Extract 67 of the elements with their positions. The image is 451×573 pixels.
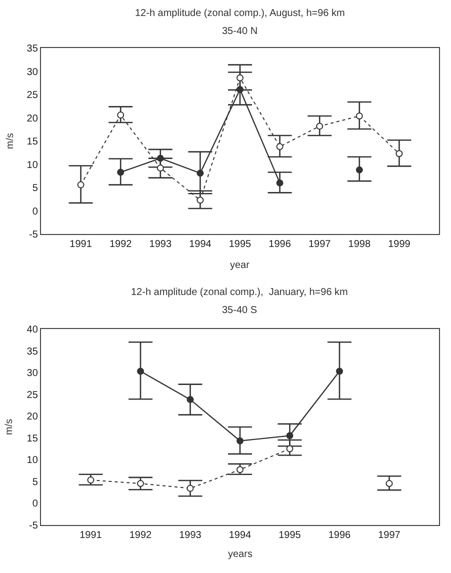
point bbox=[276, 143, 284, 150]
point bbox=[77, 181, 84, 188]
point bbox=[356, 112, 363, 120]
x-tick-label: 1996 bbox=[268, 239, 292, 250]
point bbox=[156, 164, 164, 172]
point bbox=[276, 179, 284, 186]
y-tick-label: -5 bbox=[28, 520, 38, 532]
x-tick-label: 1992 bbox=[129, 530, 152, 541]
y-tick-label: 15 bbox=[26, 433, 38, 444]
x-tick-label: 1999 bbox=[388, 239, 411, 250]
x-tick-label: 1994 bbox=[228, 530, 252, 541]
point bbox=[137, 368, 144, 375]
y-tick-label: 5 bbox=[32, 183, 38, 194]
point bbox=[236, 74, 244, 82]
point bbox=[87, 476, 94, 484]
chart-title: 12-h amplitude (zonal comp.), January, h=96 km bbox=[131, 287, 348, 298]
point bbox=[236, 466, 244, 474]
y-tick-label: 30 bbox=[26, 368, 38, 380]
y-tick-label: 5 bbox=[32, 476, 38, 488]
y-tick-label: 40 bbox=[26, 324, 38, 336]
y-tick-label: 30 bbox=[26, 66, 38, 78]
x-tick-label: 1995 bbox=[278, 530, 302, 541]
x-tick-label: 1996 bbox=[328, 530, 352, 541]
x-tick-label: 1991 bbox=[70, 239, 92, 250]
y-tick-label: 25 bbox=[26, 390, 38, 401]
y-tick-label: -5 bbox=[28, 230, 38, 241]
x-tick-label: 1998 bbox=[348, 239, 371, 250]
point bbox=[356, 166, 363, 174]
x-tick-label: 1997 bbox=[308, 239, 332, 250]
x-tick-label: 1992 bbox=[109, 239, 132, 250]
y-tick-label: 10 bbox=[26, 455, 38, 466]
x-tick-label: 1991 bbox=[80, 530, 102, 541]
y-tick-label: 35 bbox=[26, 346, 38, 358]
x-tick-label: 1993 bbox=[179, 530, 202, 541]
y-tick-label: 0 bbox=[32, 498, 38, 510]
point bbox=[336, 368, 343, 375]
x-tick-label: 1993 bbox=[149, 239, 172, 250]
x-tick-label: 1994 bbox=[189, 239, 212, 250]
chart-subtitle: 35-40 S bbox=[222, 305, 258, 316]
y-tick-label: 35 bbox=[26, 44, 38, 55]
x-tick-label: 1995 bbox=[228, 239, 252, 250]
y-tick-label: 20 bbox=[26, 412, 38, 423]
point bbox=[396, 150, 403, 158]
y-tick-label: 20 bbox=[26, 113, 38, 124]
y-tick-label: 10 bbox=[26, 160, 38, 171]
point bbox=[386, 480, 393, 488]
x-axis-title: years bbox=[228, 549, 252, 560]
point bbox=[117, 168, 124, 176]
point bbox=[286, 445, 294, 452]
point bbox=[186, 484, 194, 492]
point bbox=[196, 196, 204, 204]
point bbox=[286, 432, 294, 440]
chart-title: 12-h amplitude (zonal comp.), August, h=96 km bbox=[135, 8, 345, 19]
y-tick-label: 25 bbox=[26, 90, 38, 102]
y-tick-label: 15 bbox=[26, 136, 38, 148]
point bbox=[196, 170, 204, 177]
x-tick-label: 1997 bbox=[378, 530, 401, 541]
point bbox=[316, 122, 324, 130]
chart-subtitle: 35-40 N bbox=[222, 26, 258, 37]
point bbox=[137, 480, 144, 488]
point bbox=[117, 112, 124, 119]
point bbox=[236, 437, 244, 444]
y-tick-label: 0 bbox=[32, 206, 38, 218]
y-axis-title: m/s bbox=[4, 132, 16, 150]
point bbox=[186, 396, 194, 404]
y-axis-title: m/s bbox=[4, 418, 16, 435]
x-axis-title: year bbox=[230, 260, 250, 271]
